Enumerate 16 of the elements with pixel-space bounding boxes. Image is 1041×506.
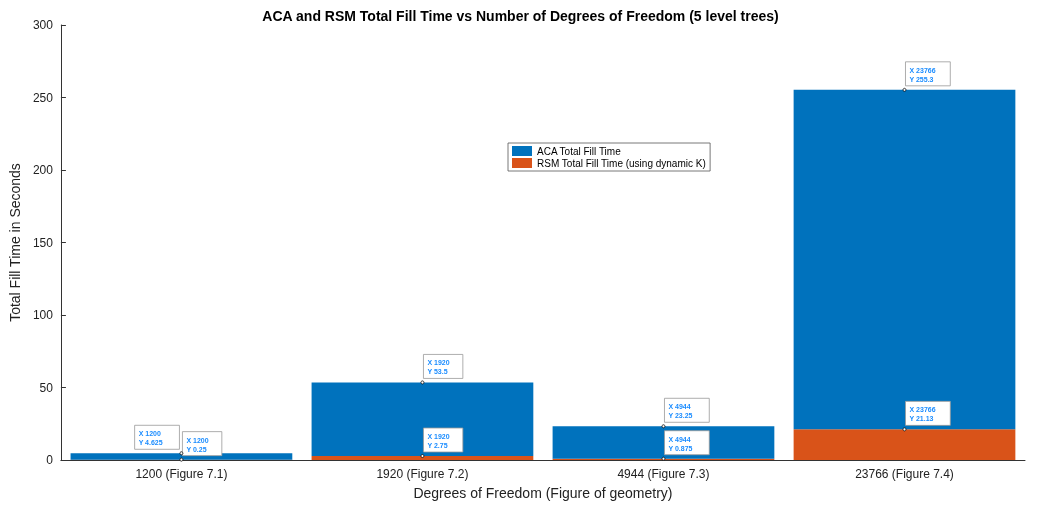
y-tick-label: 0 [46,453,54,467]
x-tick-label: 4944 (Figure 7.3) [617,467,710,481]
x-tick-label: 23766 (Figure 7.4) [855,467,954,481]
y-tick-label: 250 [32,90,54,105]
x-tick-label: 1200 (Figure 7.1) [135,467,228,481]
legend-label: ACA Total Fill Time [537,145,622,157]
y-tick-label: 150 [32,235,54,250]
x-axis-title: Degrees of Freedom (Figure of geometry) [413,485,673,501]
y-tick-label: 300 [32,18,54,32]
legend-label: RSM Total Fill Time (using dynamic K) [537,157,706,169]
x-tick-label: 1920 (Figure 7.2) [376,467,469,481]
chart-title: ACA and RSM Total Fill Time vs Number of Degrees of Freedom (5 level trees) [262,8,779,24]
y-tick-label: 200 [32,163,54,177]
y-tick-label: 100 [32,308,54,322]
y-axis-title: Total Fill Time in Seconds [7,163,23,322]
y-tick-label: 50 [39,380,54,395]
